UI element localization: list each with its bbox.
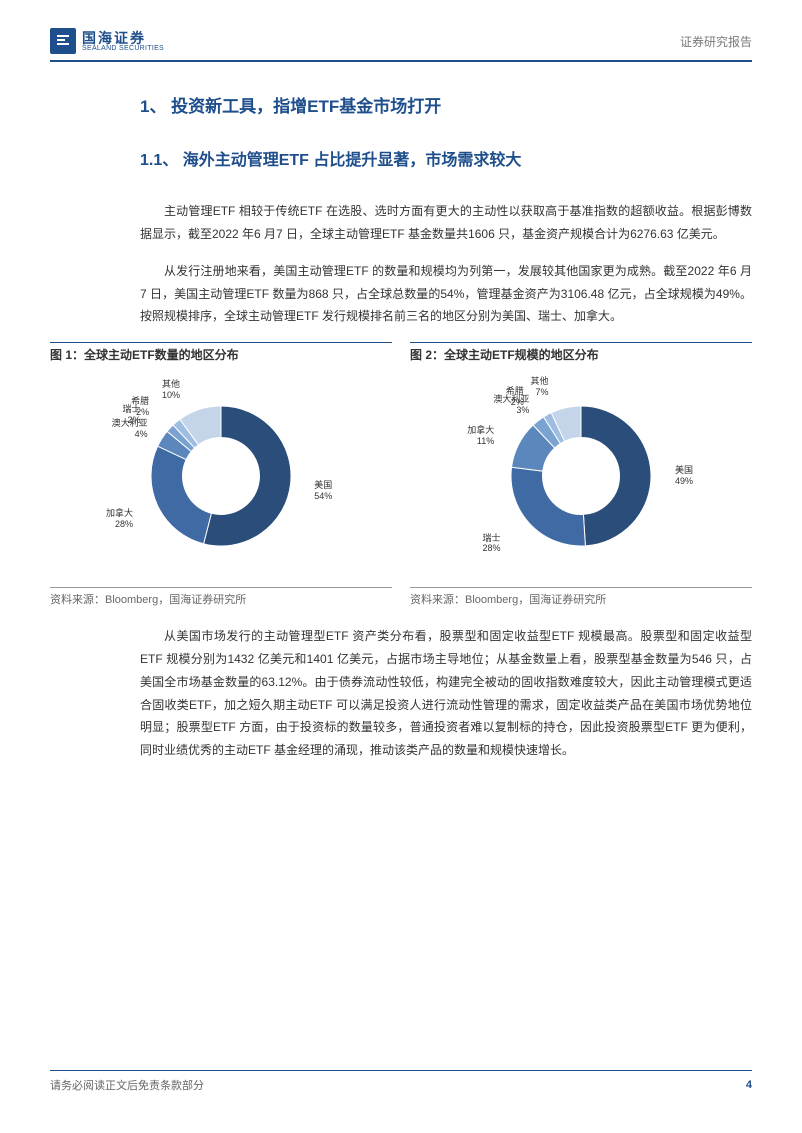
page-footer: 请务必阅读正文后免责条款部分 4 xyxy=(50,1070,752,1093)
content-body: 1、 投资新工具，指增ETF基金市场打开 1.1、 海外主动管理ETF 占比提升… xyxy=(50,92,752,1050)
figure-2-source: 资料来源：Bloomberg，国海证券研究所 xyxy=(410,587,752,607)
logo: 国海证券 SEALAND SECURITIES xyxy=(50,28,164,54)
logo-text-en: SEALAND SECURITIES xyxy=(82,45,164,52)
chart-slice-label: 其他7% xyxy=(530,376,548,398)
chart-slice-label: 瑞士28% xyxy=(482,533,500,555)
figure-2: 图 2：全球主动ETF规模的地区分布 美国49%瑞士28%加拿大11%澳大利亚3… xyxy=(410,342,752,607)
page-number: 4 xyxy=(746,1079,752,1091)
paragraph-2: 从发行注册地来看，美国主动管理ETF 的数量和规模均为列第一，发展较其他国家更为… xyxy=(140,260,752,328)
footer-disclaimer: 请务必阅读正文后免责条款部分 xyxy=(50,1077,204,1093)
figure-1-chart: 美国54%加拿大28%澳大利亚4%瑞士2%希腊2%其他10% xyxy=(50,371,392,581)
header-report-type: 证券研究报告 xyxy=(680,33,752,50)
figure-1-title: 图 1：全球主动ETF数量的地区分布 xyxy=(50,342,392,363)
figures-row: 图 1：全球主动ETF数量的地区分布 美国54%加拿大28%澳大利亚4%瑞士2%… xyxy=(50,342,752,607)
chart-slice-label: 加拿大28% xyxy=(106,508,133,530)
paragraph-3: 从美国市场发行的主动管理型ETF 资产类分布看，股票型和固定收益型ETF 规模最… xyxy=(140,625,752,762)
heading-1: 1、 投资新工具，指增ETF基金市场打开 xyxy=(140,92,752,117)
chart-slice-label: 希腊2% xyxy=(131,396,149,418)
heading-2: 1.1、 海外主动管理ETF 占比提升显著，市场需求较大 xyxy=(140,143,752,178)
chart-slice-label: 希腊2% xyxy=(506,386,524,408)
chart-slice-label: 美国49% xyxy=(675,465,693,487)
paragraph-1: 主动管理ETF 相较于传统ETF 在选股、选时方面有更大的主动性以获取高于基准指… xyxy=(140,200,752,246)
figure-2-chart: 美国49%瑞士28%加拿大11%澳大利亚3%希腊2%其他7% xyxy=(410,371,752,581)
figure-2-title: 图 2：全球主动ETF规模的地区分布 xyxy=(410,342,752,363)
logo-icon xyxy=(50,28,76,54)
figure-1-source: 资料来源：Bloomberg，国海证券研究所 xyxy=(50,587,392,607)
chart-slice-label: 美国54% xyxy=(314,480,332,502)
chart-slice-label: 其他10% xyxy=(162,379,180,401)
logo-text-cn: 国海证券 xyxy=(82,31,164,45)
chart-slice-label: 加拿大11% xyxy=(467,425,494,447)
figure-1: 图 1：全球主动ETF数量的地区分布 美国54%加拿大28%澳大利亚4%瑞士2%… xyxy=(50,342,392,607)
page-header: 国海证券 SEALAND SECURITIES 证券研究报告 xyxy=(50,28,752,62)
